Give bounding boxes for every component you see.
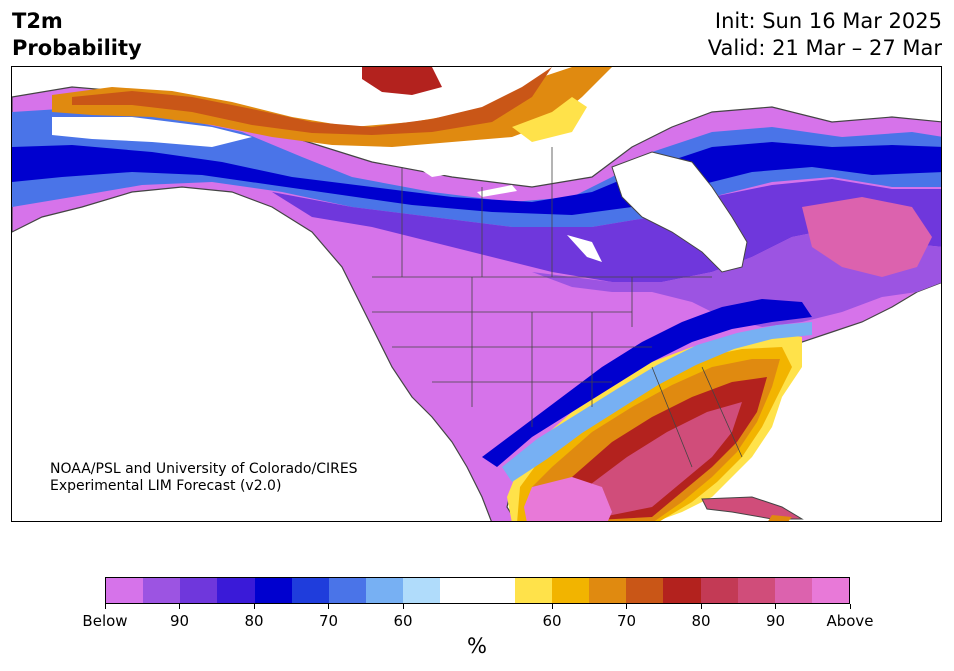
- colorbar-tick: [328, 604, 329, 609]
- title-line-2: Probability: [12, 36, 142, 60]
- colorbar-tick-label: 80: [244, 612, 264, 630]
- valid-date: Valid: 21 Mar – 27 Mar: [707, 36, 942, 60]
- caribbean-orange: [768, 515, 792, 521]
- colorbar-swatch-19: [811, 578, 850, 603]
- arctic-yellow-edge: [512, 97, 587, 142]
- forecast-dates: Init: Sun 16 Mar 2025 Valid: 21 Mar – 27…: [708, 8, 942, 62]
- cold-stripe-south: [482, 299, 812, 467]
- credit-line-2: Experimental LIM Forecast (v2.0): [50, 478, 282, 494]
- colorbar-ticks: [104, 604, 851, 610]
- colorbar-swatch-0: [106, 578, 144, 603]
- colorbar-tick-label: 60: [393, 612, 413, 630]
- colorbar-tick-label: 70: [616, 612, 637, 630]
- colorbar-tick: [849, 604, 851, 609]
- credit-text: NOAA/PSL and University of Colorado/CIRE…: [50, 461, 358, 495]
- colorbar-swatch-2: [180, 578, 218, 603]
- colorbar-tick-label: 80: [691, 612, 711, 630]
- colorbar-swatch-4: [254, 578, 292, 603]
- colorbar-tick-label: Below: [82, 612, 128, 630]
- colorbar-swatch-12: [551, 578, 590, 603]
- colorbar-tick: [402, 604, 404, 609]
- probability-map: [12, 67, 941, 521]
- colorbar-tick-label: 90: [765, 612, 786, 630]
- colorbar-swatch-17: [737, 578, 775, 603]
- colorbar-tick-label: 90: [169, 612, 190, 630]
- colorbar-swatch-8: [403, 578, 441, 603]
- colorbar-tick: [551, 604, 553, 609]
- colorbar-swatch-6: [328, 578, 367, 603]
- colorbar-swatch-13: [589, 578, 627, 603]
- lake-2: [477, 185, 517, 197]
- colorbar-swatch-18: [774, 578, 812, 603]
- colorbar-swatch-5: [291, 578, 329, 603]
- colorbar: [105, 577, 850, 604]
- colorbar-tick: [626, 604, 627, 609]
- colorbar-units: %: [467, 634, 487, 658]
- arctic-white-gap: [52, 117, 252, 147]
- map-panel: NOAA/PSL and University of Colorado/CIRE…: [11, 66, 942, 522]
- colorbar-labels: Below 90 80 70 60 60 70 80 90 Above: [82, 612, 873, 630]
- arctic-red-spot: [362, 67, 442, 95]
- cold-stripe-lightblue: [502, 322, 812, 482]
- colorbar-swatch-10: [477, 578, 515, 603]
- colorbar-tick: [775, 604, 776, 609]
- gulf-pink-core: [524, 477, 612, 521]
- colorbar-swatch-9: [440, 578, 478, 603]
- arctic-warm-core: [72, 67, 552, 135]
- colorbar-swatch-14: [626, 578, 664, 603]
- colorbar-swatch-1: [143, 578, 181, 603]
- colorbar-swatch-7: [366, 578, 404, 603]
- colorbar-swatch-16: [700, 578, 738, 603]
- colorbar-tick-label: Above: [826, 612, 874, 630]
- colorbar-swatch-3: [217, 578, 255, 603]
- colorbar-tick-label: 60: [542, 612, 562, 630]
- lake-1: [417, 159, 492, 177]
- colorbar-tick: [179, 604, 180, 609]
- colorbar-tick: [700, 604, 702, 609]
- quebec-pink: [802, 197, 932, 277]
- hudson-bay: [611, 151, 748, 273]
- borders: [372, 147, 743, 468]
- alaska-blue-core: [12, 142, 941, 215]
- init-date: Init: Sun 16 Mar 2025: [714, 9, 942, 33]
- colorbar-tick: [104, 604, 106, 609]
- colorbar-swatch-15: [663, 578, 701, 603]
- credit-line-1: NOAA/PSL and University of Colorado/CIRE…: [50, 461, 358, 477]
- colorbar-swatch-11: [514, 578, 552, 603]
- map-title: T2m Probability: [12, 8, 142, 62]
- arctic-warm-band: [52, 67, 612, 147]
- lake-3: [567, 235, 602, 262]
- colorbar-tick-label: 70: [318, 612, 339, 630]
- title-line-1: T2m: [12, 9, 63, 33]
- canada-purple-band: [272, 179, 941, 282]
- colorbar-tick: [253, 604, 255, 609]
